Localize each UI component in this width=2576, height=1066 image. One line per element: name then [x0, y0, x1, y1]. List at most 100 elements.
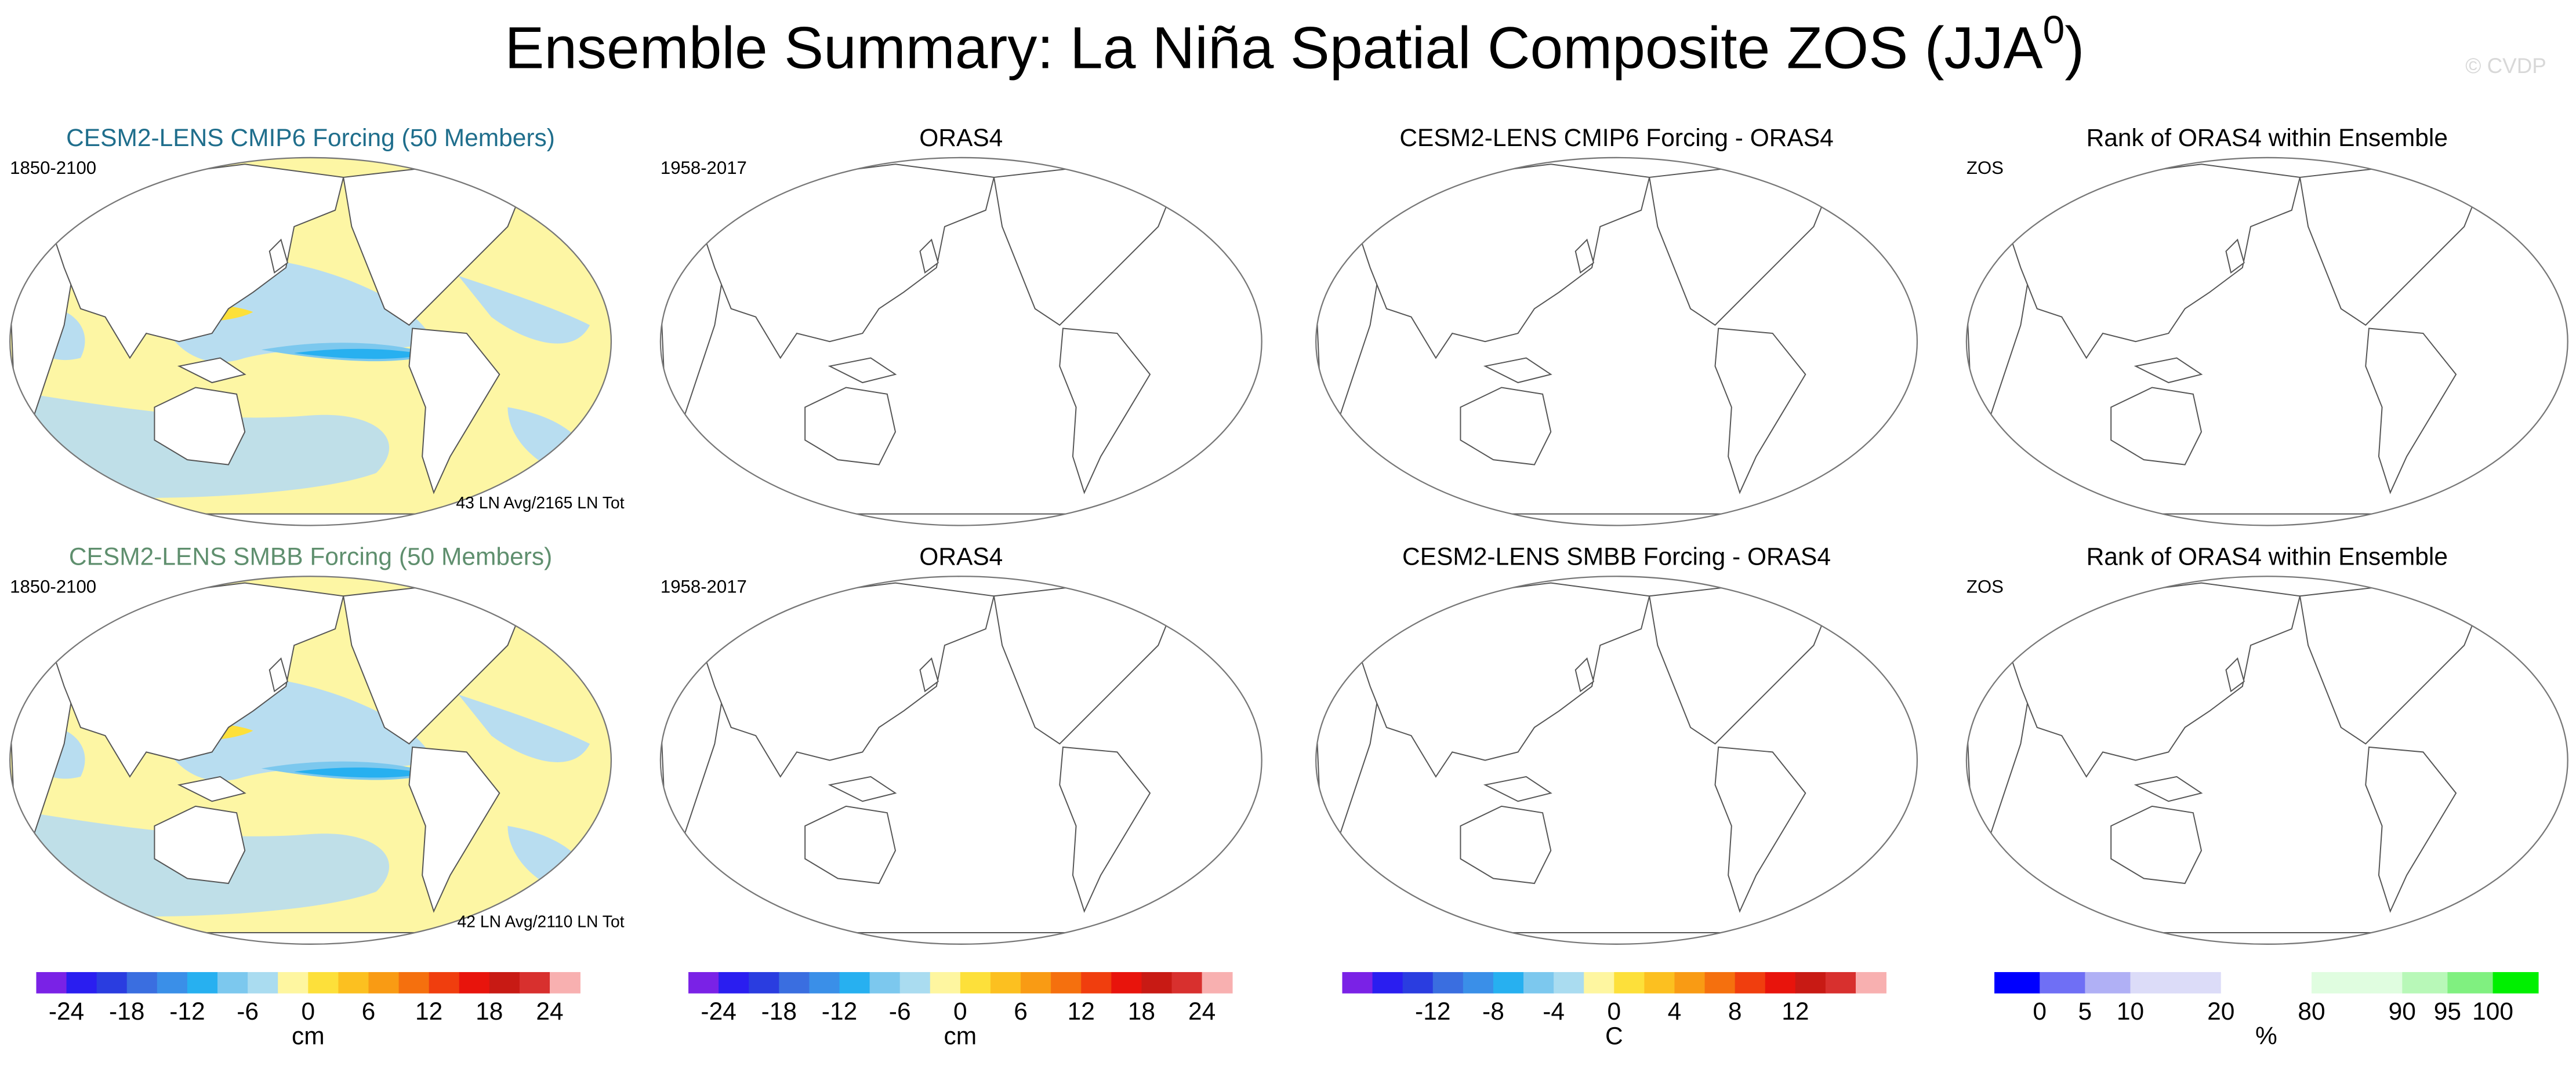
colorbar-label: 4	[1668, 998, 1682, 1025]
panel-title: Rank of ORAS4 within Ensemble	[2087, 543, 2448, 570]
colorbar-box	[749, 972, 780, 994]
panel-bottom-label: 42 LN Avg/2110 LN Tot	[458, 912, 625, 931]
colorbar-box	[2221, 972, 2267, 994]
colorbar-box	[1795, 972, 1826, 994]
colorbar-box	[459, 972, 490, 994]
colorbar-box	[157, 972, 188, 994]
colorbar-box	[126, 972, 158, 994]
colorbar-box	[1644, 972, 1675, 994]
map-panel: CESM2-LENS CMIP6 Forcing (50 Members) 185…	[9, 125, 625, 526]
panel-title: CESM2-LENS SMBB Forcing - ORAS4	[1402, 543, 1831, 570]
colorbar-box	[1171, 972, 1203, 994]
colorbar-label: -12	[169, 998, 205, 1025]
title-text: Ensemble Summary: La Niña Spatial Compos…	[505, 15, 2042, 81]
map-border	[1315, 576, 1918, 945]
colorbar-box	[1704, 972, 1736, 994]
colorbar-label: 100	[2472, 998, 2513, 1025]
colorbar-box	[869, 972, 901, 994]
colorbar-box	[1856, 972, 1886, 994]
colorbar-box	[519, 972, 550, 994]
colorbar-label: -12	[822, 998, 857, 1025]
panel-title: Rank of ORAS4 within Ensemble	[2087, 125, 2448, 152]
map-border	[659, 157, 1262, 526]
colorbar-box	[1432, 972, 1464, 994]
colorbar-box	[1081, 972, 1112, 994]
colorbar-box	[2402, 972, 2448, 994]
colorbar-box	[398, 972, 430, 994]
map-border	[9, 157, 612, 526]
colorbar-box	[550, 972, 580, 994]
colorbar-label: -6	[237, 998, 259, 1025]
colorbar-box	[839, 972, 870, 994]
colorbar-label: -24	[49, 998, 84, 1025]
colorbar-label: 6	[362, 998, 376, 1025]
colorbar-box	[2130, 972, 2176, 994]
colorbar-label: 12	[1782, 998, 1809, 1025]
colorbar-box	[1202, 972, 1233, 994]
colorbar-label: 24	[536, 998, 563, 1025]
panel-left-label: ZOS	[1967, 158, 2004, 178]
map-border	[9, 576, 612, 945]
map-panel: Rank of ORAS4 within Ensemble ZOS	[1965, 125, 2568, 526]
colorbar-box	[2175, 972, 2222, 994]
colorbar-label: 20	[2207, 998, 2234, 1025]
colorbar-box	[1463, 972, 1494, 994]
map-panel: CESM2-LENS CMIP6 Forcing - ORAS4	[1315, 125, 1918, 526]
map-panel: Rank of ORAS4 within Ensemble ZOS	[1965, 543, 2568, 945]
colorbar-box	[1614, 972, 1645, 994]
colorbar-label: -18	[109, 998, 144, 1025]
map-panel: ORAS4 1958-2017	[659, 543, 1262, 945]
colorbar-unit: %	[2255, 1023, 2277, 1050]
colorbar-box	[2357, 972, 2403, 994]
colorbar-box	[1111, 972, 1142, 994]
colorbar-box	[719, 972, 750, 994]
colorbar-label: -18	[761, 998, 797, 1025]
colorbar-label: -4	[1543, 998, 1565, 1025]
colorbar-box	[2266, 972, 2312, 994]
colorbar-box	[990, 972, 1021, 994]
colorbar-label: 0	[301, 998, 315, 1025]
colorbar-label: 24	[1188, 998, 1216, 1025]
colorbar-box	[688, 972, 719, 994]
map-border	[1965, 157, 2568, 526]
colorbar-label: 5	[2078, 998, 2092, 1025]
colorbar-box	[36, 972, 67, 994]
colorbar-box	[1402, 972, 1434, 994]
colorbar-label: 8	[1728, 998, 1742, 1025]
colorbar: -24 -18 -12 -6 0 6 12 18 24 cm	[36, 972, 580, 1050]
map-border	[1315, 157, 1918, 526]
panel-bottom-label: 43 LN Avg/2165 LN Tot	[456, 494, 624, 512]
colorbar-label: 90	[2389, 998, 2416, 1025]
map-panel: CESM2-LENS SMBB Forcing (50 Members) 1850…	[9, 543, 625, 945]
colorbar-box	[1554, 972, 1585, 994]
colorbar-box	[1021, 972, 1051, 994]
map-border	[1965, 576, 2568, 945]
colorbar-label: -12	[1415, 998, 1450, 1025]
colorbar-label: -6	[889, 998, 911, 1025]
colorbar-box	[96, 972, 128, 994]
panel-left-label: 1958-2017	[661, 158, 747, 178]
panel-title: CESM2-LENS CMIP6 Forcing (50 Members)	[66, 125, 555, 152]
colorbar: -12 -8 -4 0 4 8 12 C	[1342, 972, 1886, 1050]
colorbar-box	[2492, 972, 2539, 994]
colorbar-label: 12	[415, 998, 442, 1025]
colorbar-box	[1674, 972, 1706, 994]
colorbar-label: 80	[2298, 998, 2325, 1025]
colorbar-label: 18	[1128, 998, 1155, 1025]
map-border	[659, 576, 1262, 945]
colorbar-box	[2040, 972, 2086, 994]
figure-title: Ensemble Summary: La Niña Spatial Compos…	[505, 8, 2084, 81]
colorbar-label: 6	[1014, 998, 1028, 1025]
colorbar-label: 0	[953, 998, 967, 1025]
colorbar-box	[1994, 972, 2041, 994]
colorbar-box	[779, 972, 810, 994]
colorbar-box	[1342, 972, 1373, 994]
colorbar-box	[66, 972, 97, 994]
colorbar-box	[1735, 972, 1766, 994]
colorbar-box	[368, 972, 400, 994]
panel-title: CESM2-LENS SMBB Forcing (50 Members)	[69, 543, 552, 570]
colorbar-box	[1825, 972, 1856, 994]
colorbar-box	[1523, 972, 1554, 994]
colorbar-box	[930, 972, 961, 994]
colorbar-box	[899, 972, 931, 994]
